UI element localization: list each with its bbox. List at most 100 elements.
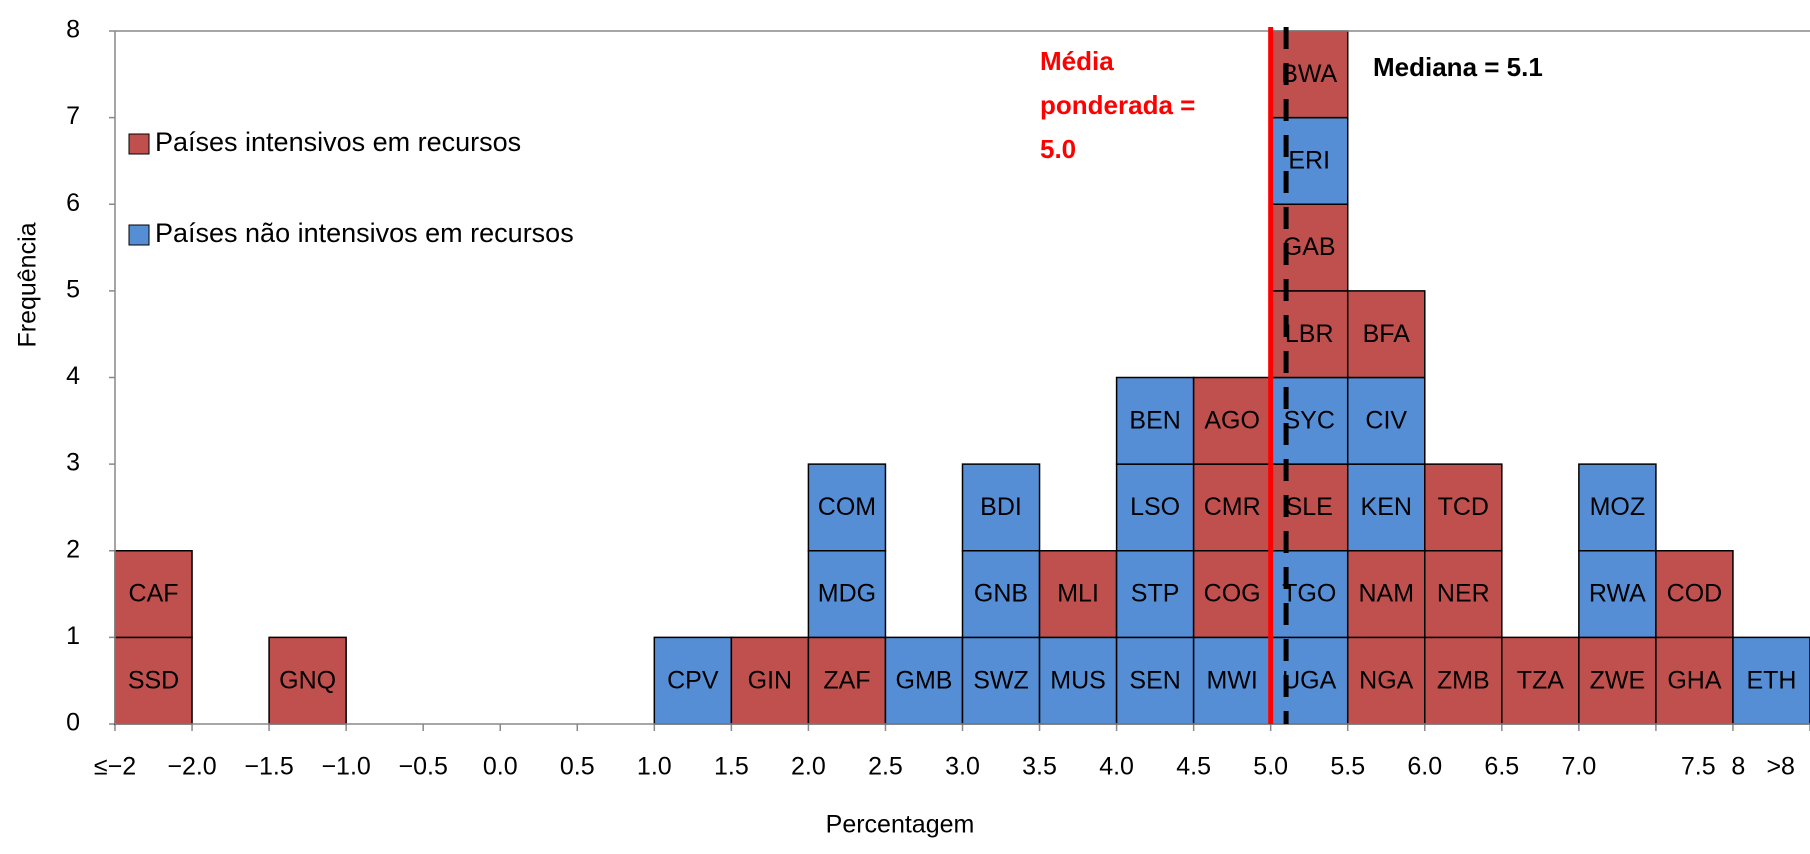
x-tick-label: >8: [1766, 753, 1795, 781]
box-label: BFA: [1363, 320, 1411, 348]
box: [961, 463, 1041, 552]
x-tick-label: 2.5: [868, 753, 903, 781]
box-label: RWA: [1589, 580, 1646, 608]
box-label: TCD: [1438, 493, 1489, 521]
country-box: ZMB: [1424, 636, 1503, 725]
box-label: GMB: [896, 666, 953, 694]
x-tick-label: −1.5: [244, 753, 293, 781]
x-tick-label: −0.5: [399, 753, 448, 781]
country-box: SWZ: [961, 636, 1041, 725]
box-label: UGA: [1282, 666, 1337, 694]
country-box: CPV: [653, 636, 733, 725]
box-label: MWI: [1206, 666, 1257, 694]
box-label: GAB: [1283, 233, 1336, 261]
x-tick-label: −1.0: [321, 753, 370, 781]
reference-label: ponderada =: [1040, 90, 1195, 120]
box: [807, 550, 887, 639]
country-box: SYC: [1269, 376, 1349, 465]
box: [1192, 376, 1272, 465]
country-box: SSD: [114, 636, 193, 725]
y-tick-label: 4: [66, 362, 80, 390]
legend-swatch: [128, 133, 150, 155]
country-box: AGO: [1192, 376, 1272, 465]
box-label: GNB: [974, 580, 1028, 608]
box: [961, 636, 1041, 725]
box-label: NGA: [1359, 666, 1414, 694]
box: [1269, 376, 1349, 465]
country-box: LBR: [1269, 290, 1349, 379]
y-tick-label: 3: [66, 449, 80, 477]
y-tick-label: 2: [66, 535, 80, 563]
reference-label: Mediana = 5.1: [1373, 52, 1543, 82]
country-box: STP: [1115, 550, 1195, 639]
box-label: BEN: [1129, 406, 1180, 434]
country-box: ERI: [1269, 116, 1349, 205]
box: [730, 636, 810, 725]
legend-swatch: [128, 224, 150, 246]
box-label: AGO: [1204, 406, 1260, 434]
box: [1115, 376, 1195, 465]
country-box: ZWE: [1578, 636, 1657, 725]
box-label: ZAF: [823, 666, 870, 694]
box-label: SYC: [1284, 406, 1335, 434]
box-label: ZMB: [1437, 666, 1490, 694]
box: [1192, 550, 1272, 639]
country-box: SLE: [1269, 463, 1349, 552]
x-axis-title: Percentagem: [826, 811, 975, 839]
box-label: SEN: [1129, 666, 1180, 694]
box-label: MDG: [818, 580, 876, 608]
country-box: LSO: [1115, 463, 1195, 552]
box-label: ERI: [1288, 147, 1330, 175]
box-label: GIN: [748, 666, 792, 694]
country-box: MUS: [1038, 636, 1118, 725]
x-tick-label: 7.5: [1681, 753, 1716, 781]
box: [1578, 550, 1657, 639]
country-box: CMR: [1192, 463, 1272, 552]
country-box: NGA: [1346, 636, 1426, 725]
country-box: SEN: [1115, 636, 1195, 725]
country-box: COD: [1655, 550, 1734, 639]
x-tick-label: 4.5: [1176, 753, 1211, 781]
country-box: GIN: [730, 636, 810, 725]
box: [1578, 463, 1657, 552]
x-tick-label: 0.5: [560, 753, 595, 781]
y-tick-label: 0: [66, 709, 80, 737]
box-label: GNQ: [279, 666, 336, 694]
country-box: BEN: [1115, 376, 1195, 465]
box-label: STP: [1131, 580, 1180, 608]
box: [884, 636, 964, 725]
y-tick-label: 1: [66, 622, 80, 650]
legend-label: Países não intensivos em recursos: [155, 218, 574, 248]
box-label: LSO: [1130, 493, 1180, 521]
country-box: KEN: [1346, 463, 1426, 552]
box-label: GHA: [1667, 666, 1722, 694]
box: [1269, 636, 1349, 725]
country-box: MLI: [1038, 550, 1118, 639]
country-box: BDI: [961, 463, 1041, 552]
box-label: CIV: [1365, 406, 1407, 434]
x-tick-label: 8: [1731, 753, 1745, 781]
y-tick-label: 6: [66, 189, 80, 217]
box-label: NER: [1437, 580, 1490, 608]
country-box: BWA: [1269, 30, 1349, 119]
box-label: LBR: [1285, 320, 1334, 348]
box-label: NAM: [1358, 580, 1414, 608]
box-label: ZWE: [1590, 666, 1646, 694]
x-tick-label: 5.5: [1330, 753, 1365, 781]
x-tick-label: 3.5: [1022, 753, 1057, 781]
country-box: RWA: [1578, 550, 1657, 639]
box: [114, 550, 193, 639]
country-box: UGA: [1269, 636, 1349, 725]
country-box: TGO: [1269, 550, 1349, 639]
x-tick-label: 3.0: [945, 753, 980, 781]
x-tick-label: 0.0: [483, 753, 518, 781]
box-label: CAF: [129, 580, 179, 608]
reference-label: Média: [1040, 46, 1114, 76]
box-label: COD: [1667, 580, 1723, 608]
x-tick-label: 6.5: [1484, 753, 1519, 781]
x-tick-label: 1.5: [714, 753, 749, 781]
country-box: MDG: [807, 550, 887, 639]
box-label: COG: [1204, 580, 1261, 608]
x-tick-label: ≤−2: [94, 753, 136, 781]
box: [1269, 30, 1349, 119]
